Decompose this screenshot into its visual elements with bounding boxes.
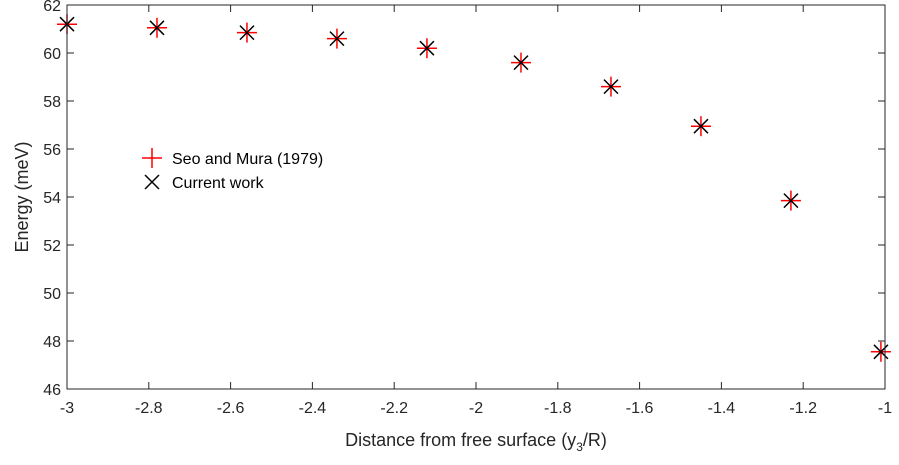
y-axis-label: Energy (meV) — [12, 141, 32, 252]
x-tick-label: -2.8 — [135, 400, 163, 417]
x-tick-label: -1.6 — [626, 400, 654, 417]
x-tick-label: -1.2 — [789, 400, 817, 417]
x-tick-labels: -3 -2.8 -2.6 -2.4 -2.2 -2 -1.8 -1.6 -1.4 -1.2 -1 — [60, 400, 892, 417]
y-tick-label: 62 — [43, 0, 61, 15]
x-axis-label: Distance from free surface (y3/R) — [345, 430, 607, 454]
y-tick-label: 46 — [43, 382, 61, 399]
plot-frame — [66, 4, 886, 390]
y-tick-label: 50 — [43, 286, 61, 303]
x-marker-current-work — [693, 118, 709, 134]
y-tick-label: 58 — [43, 94, 61, 111]
y-tick-label: 48 — [43, 334, 61, 351]
y-tick-label: 60 — [43, 46, 61, 63]
legend: Seo and Mura (1979) Current work — [142, 148, 323, 192]
y-tick-label: 56 — [43, 142, 61, 159]
x-marker-current-work — [783, 193, 799, 209]
y-tick-labels: 46 48 50 52 54 56 58 60 62 — [43, 0, 61, 399]
x-marker-current-work — [149, 20, 165, 36]
legend-label-seo-mura: Seo and Mura (1979) — [172, 151, 323, 168]
legend-marker-x-icon — [144, 174, 160, 190]
legend-marker-plus-icon — [142, 148, 162, 168]
legend-label-current-work: Current work — [172, 175, 265, 192]
x-tick-label: -2.4 — [299, 400, 327, 417]
x-marker-current-work — [329, 31, 345, 47]
data-markers — [57, 14, 891, 362]
x-marker-current-work — [239, 25, 255, 41]
x-tick-label: -1.4 — [708, 400, 736, 417]
x-marker-current-work — [873, 344, 889, 360]
x-marker-current-work — [603, 79, 619, 95]
plot-area — [67, 5, 885, 389]
x-marker-current-work — [419, 40, 435, 56]
x-tick-label: -1 — [878, 400, 892, 417]
x-tick-label: -2.2 — [380, 400, 408, 417]
y-tick-label: 54 — [43, 190, 61, 207]
x-tick-label: -2.6 — [217, 400, 245, 417]
x-tick-label: -1.8 — [544, 400, 572, 417]
x-tick-label: -2 — [469, 400, 483, 417]
y-tick-label: 52 — [43, 238, 61, 255]
x-marker-current-work — [513, 55, 529, 71]
x-tick-label: -3 — [60, 400, 74, 417]
